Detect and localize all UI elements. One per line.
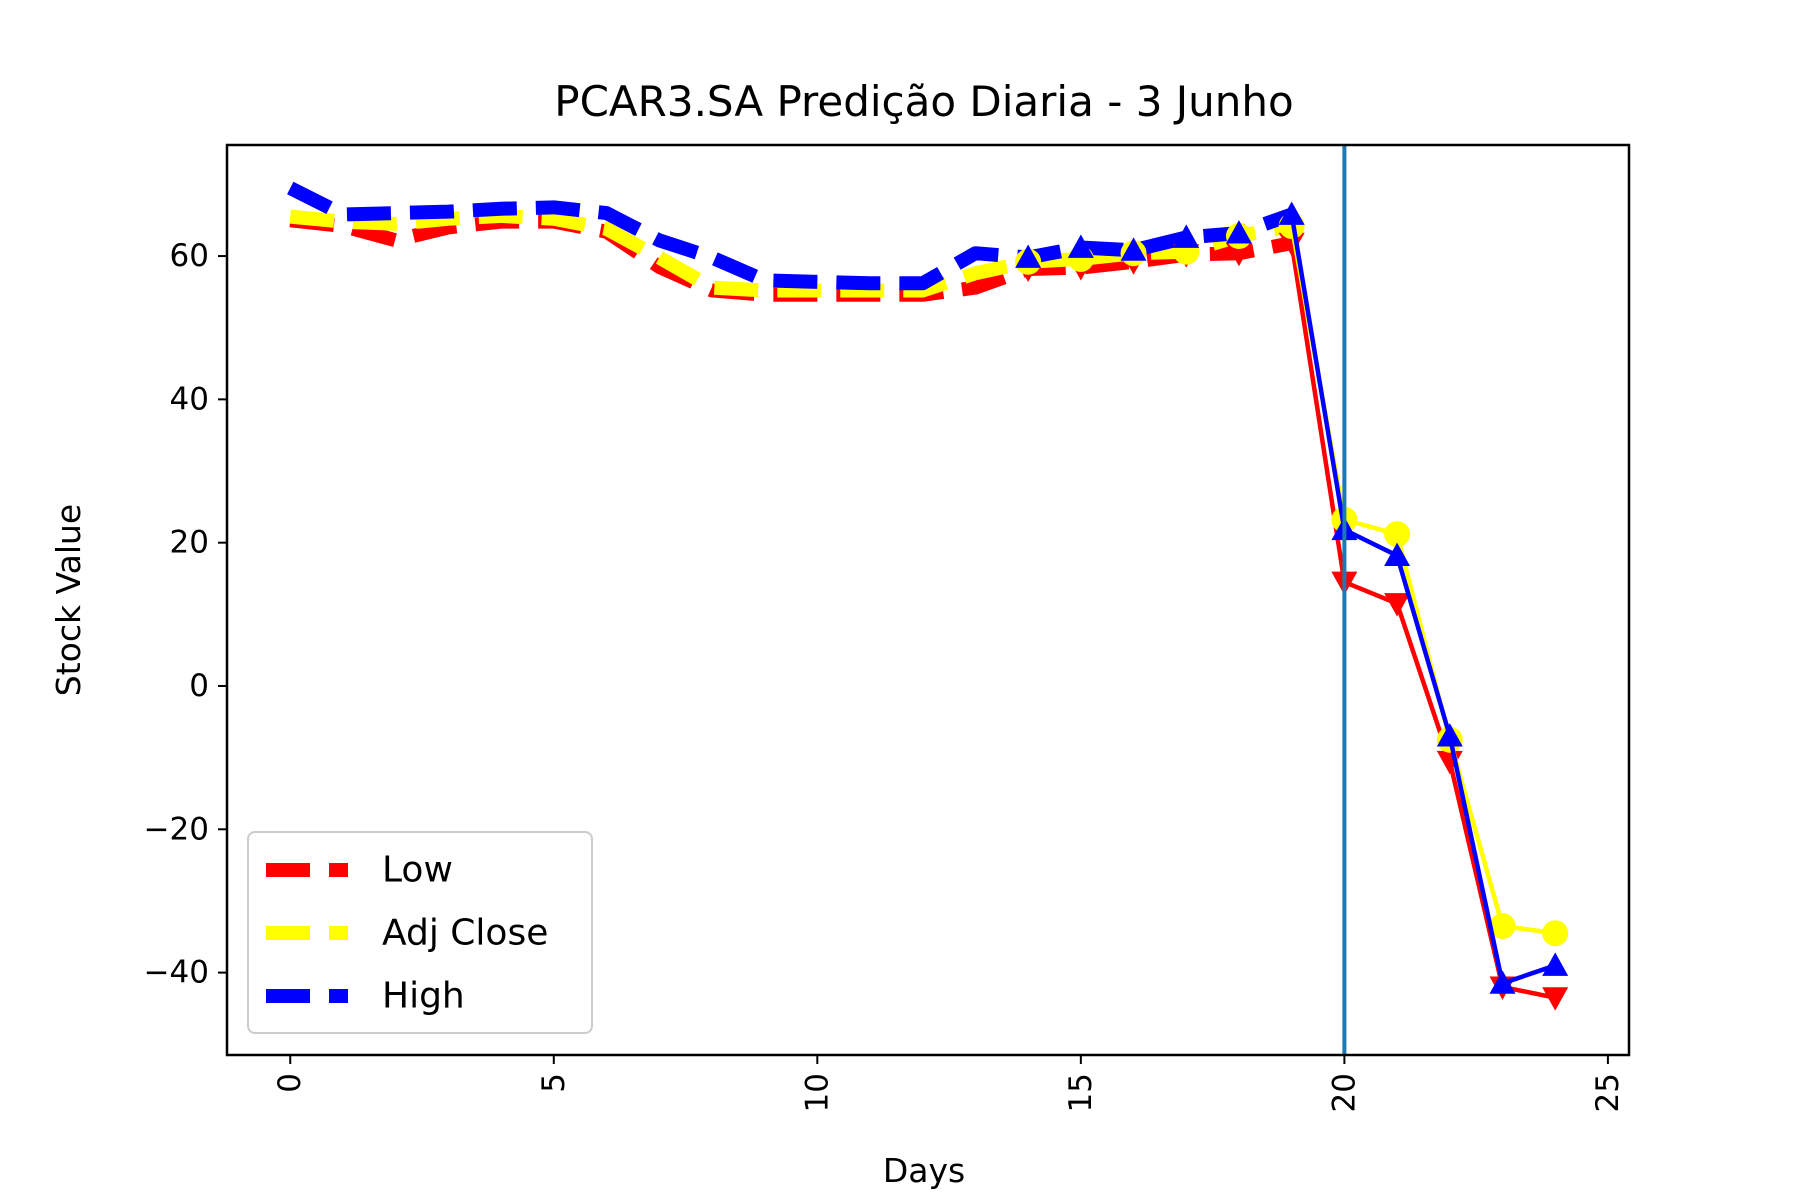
y-tick-label: 40	[170, 381, 209, 417]
series-high-point	[1278, 201, 1305, 225]
series-adj-close-point	[1384, 521, 1411, 548]
x-tick-label: 20	[1326, 1073, 1362, 1112]
series-high-point	[1436, 723, 1463, 747]
y-tick-label: 20	[170, 525, 209, 561]
x-tick-label: 25	[1590, 1073, 1626, 1112]
y-tick-label: 60	[170, 238, 209, 274]
legend-label: High	[382, 976, 465, 1017]
series-low-point	[1542, 987, 1569, 1011]
series-high-point	[1120, 237, 1147, 261]
x-tick-label: 5	[536, 1073, 572, 1093]
y-tick-label: 0	[189, 668, 209, 704]
series-high-prediction-line	[1289, 214, 1556, 986]
series-adj-close-point	[1489, 913, 1516, 940]
x-axis-title: Days	[883, 1151, 965, 1190]
legend: Low Adj Close High	[247, 831, 593, 1034]
chart-title: PCAR3.SA Predição Diaria - 3 Junho	[554, 77, 1293, 126]
x-tick-label: 10	[799, 1073, 835, 1112]
series-low-point	[1278, 232, 1305, 257]
series-high-point	[1542, 952, 1569, 976]
y-tick-label: −40	[144, 955, 209, 991]
series-high-point	[1384, 542, 1411, 566]
axes: 0 5 10 15 20 25 −40 −20 0 20 40 60	[144, 143, 1631, 1112]
series-high-historical-line	[287, 181, 1295, 291]
legend-label: Adj Close	[382, 913, 548, 954]
plot-frame	[225, 143, 1631, 1057]
series-high-point	[1489, 970, 1516, 994]
x-tick-label: 15	[1063, 1073, 1099, 1112]
legend-box	[247, 831, 593, 1034]
legend-label: Low	[382, 850, 453, 891]
series-low-point	[1225, 242, 1252, 267]
series-high-point	[1067, 234, 1094, 258]
series-high-point	[1225, 220, 1252, 244]
series-low-point	[1384, 593, 1411, 617]
series-adj-close-point	[1542, 920, 1569, 947]
y-tick-label: −20	[144, 811, 209, 847]
x-tick-label: 0	[272, 1073, 308, 1093]
plot-area	[287, 145, 1569, 1055]
series-high-point	[1173, 224, 1200, 248]
y-axis-title: Stock Value	[49, 504, 88, 696]
series-high-point	[1015, 244, 1042, 268]
